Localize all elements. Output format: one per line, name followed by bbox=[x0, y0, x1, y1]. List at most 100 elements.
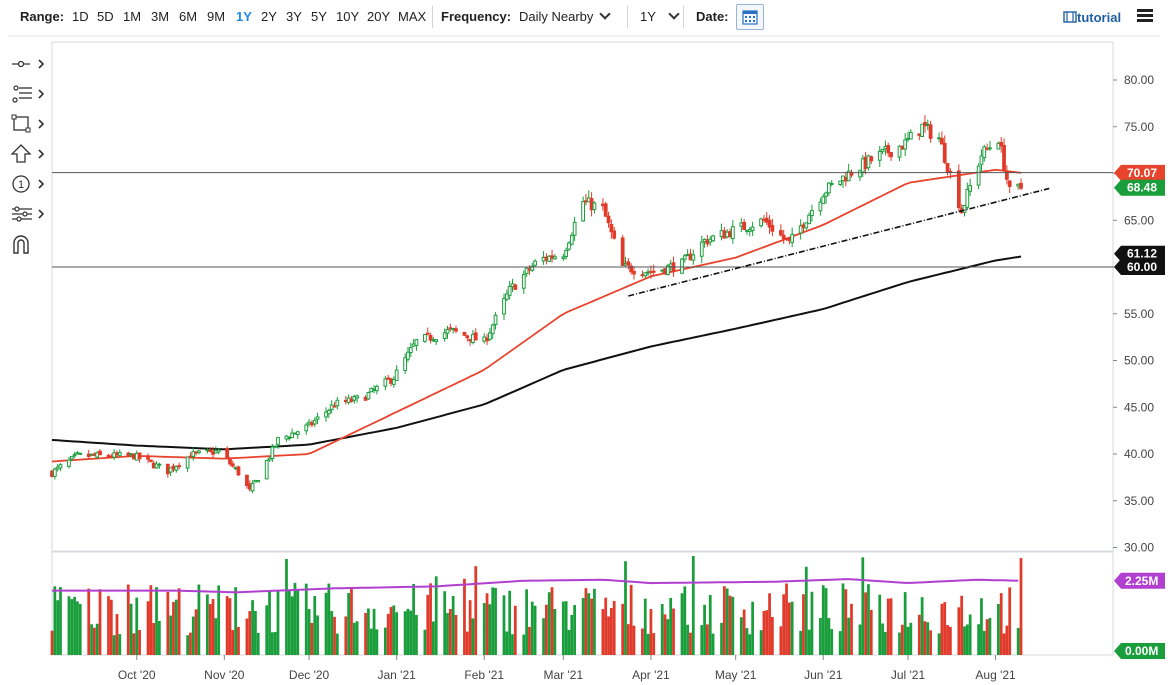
range-5d-button[interactable]: 5D bbox=[97, 9, 114, 24]
level-60-price-label: 60.00 bbox=[1114, 259, 1165, 275]
candle-body bbox=[225, 447, 230, 459]
date-picker-button[interactable] bbox=[736, 4, 764, 30]
date-label: Date: bbox=[696, 9, 729, 24]
volume-bar bbox=[940, 603, 944, 655]
volume-bar bbox=[310, 622, 314, 655]
range-3m-button[interactable]: 3M bbox=[151, 9, 170, 24]
range-1d-button[interactable]: 1D bbox=[72, 9, 89, 24]
volume-bar bbox=[669, 597, 673, 655]
range-10y-button[interactable]: 10Y bbox=[336, 9, 360, 24]
volume-bar bbox=[604, 597, 608, 655]
candle-body bbox=[609, 223, 614, 233]
volume-bar bbox=[443, 591, 447, 655]
volume-bar bbox=[985, 619, 989, 655]
volume-bar bbox=[237, 626, 240, 655]
hamburger-menu-icon[interactable] bbox=[1137, 9, 1153, 23]
toolbar-divider bbox=[432, 6, 433, 28]
volume-bar bbox=[706, 624, 709, 655]
frequency-label: Frequency: bbox=[441, 9, 512, 24]
range-9m-button[interactable]: 9M bbox=[207, 9, 226, 24]
range-3y-button[interactable]: 3Y bbox=[286, 9, 302, 24]
crosshair-tool-button[interactable] bbox=[10, 52, 50, 76]
toolbar: Range: 1D 5D 1M 3M 6M 9M 1Y 2Y 3Y 5Y 10Y… bbox=[0, 0, 1168, 34]
volume-bar bbox=[56, 600, 60, 655]
volume-bar bbox=[739, 617, 743, 655]
volume-bar bbox=[963, 626, 966, 655]
volume-bar bbox=[759, 630, 763, 655]
volume-bar bbox=[254, 611, 257, 655]
volume-bar bbox=[367, 608, 370, 655]
volume-bar bbox=[948, 626, 952, 655]
volume-bar bbox=[567, 629, 571, 655]
candle-body bbox=[191, 451, 196, 457]
candle-body bbox=[880, 148, 885, 152]
candle-body bbox=[790, 233, 795, 243]
candle-body bbox=[897, 145, 902, 158]
volume-bar bbox=[383, 627, 387, 655]
candle-body bbox=[827, 182, 831, 194]
x-tick-label: Jan '21 bbox=[377, 668, 416, 682]
y-tick-label: 40.00 bbox=[1124, 447, 1154, 461]
volume-bar bbox=[691, 556, 695, 655]
volume-bar bbox=[78, 604, 82, 655]
volume-ma-label: 2.25M bbox=[1114, 572, 1165, 589]
y-tick-label: 35.00 bbox=[1124, 494, 1154, 508]
range-2y-button[interactable]: 2Y bbox=[261, 9, 277, 24]
volume-bar bbox=[861, 557, 865, 655]
range-max-button[interactable]: MAX bbox=[398, 9, 427, 24]
volume-bar bbox=[609, 608, 613, 655]
tutorial-label: tutorial bbox=[1077, 10, 1122, 25]
range-1m-button[interactable]: 1M bbox=[123, 9, 142, 24]
fibonacci-tool-button[interactable] bbox=[10, 82, 50, 106]
candle-body bbox=[391, 379, 396, 385]
candle-body bbox=[493, 314, 498, 325]
counter-tool-button[interactable]: 1 bbox=[10, 172, 50, 196]
range-6m-button[interactable]: 6M bbox=[179, 9, 198, 24]
volume-bar bbox=[434, 576, 438, 655]
volume-bar bbox=[686, 624, 690, 655]
volume-bar bbox=[725, 588, 729, 655]
volume-bar bbox=[903, 592, 907, 655]
volume-bar bbox=[118, 634, 122, 655]
candle-body bbox=[148, 459, 153, 462]
candle-body bbox=[335, 399, 340, 407]
moving-average-50-line bbox=[51, 168, 1022, 463]
arrow-tool-button[interactable] bbox=[10, 142, 50, 166]
volume-bar bbox=[273, 631, 277, 655]
magnet-tool-button[interactable] bbox=[10, 232, 50, 256]
period-select[interactable]: 1Y bbox=[640, 8, 680, 25]
volume-bar bbox=[762, 610, 766, 655]
tutorial-link[interactable]: tutorial bbox=[1063, 10, 1121, 25]
x-tick-label: Mar '21 bbox=[544, 668, 584, 682]
toolbar-divider bbox=[683, 6, 684, 28]
volume-bar bbox=[584, 588, 588, 655]
candle-body bbox=[770, 224, 775, 232]
rectangle-tool-button[interactable] bbox=[10, 112, 50, 136]
volume-bar bbox=[191, 616, 195, 655]
measure-tool-button[interactable] bbox=[10, 202, 50, 226]
volume-bar bbox=[884, 631, 887, 655]
volume-bar bbox=[878, 594, 882, 655]
volume-bar bbox=[395, 612, 399, 655]
candle-body bbox=[699, 241, 704, 257]
volume-bar bbox=[768, 593, 771, 655]
range-1y-button[interactable]: 1Y bbox=[236, 9, 252, 24]
range-5y-button[interactable]: 5Y bbox=[311, 9, 327, 24]
volume-bar bbox=[1008, 587, 1012, 655]
volume-bar bbox=[590, 598, 593, 655]
range-20y-button[interactable]: 20Y bbox=[367, 9, 391, 24]
volume-bar bbox=[807, 629, 811, 655]
candle-body bbox=[78, 452, 83, 455]
candle-body bbox=[273, 445, 278, 448]
candle-body bbox=[383, 378, 388, 387]
candle-body bbox=[886, 145, 891, 154]
volume-bar bbox=[392, 605, 396, 655]
candle-body bbox=[988, 147, 992, 150]
volume-bar bbox=[573, 605, 577, 655]
frequency-select[interactable]: Daily Nearby bbox=[519, 8, 612, 25]
volume-bar bbox=[838, 631, 842, 655]
volume-bar bbox=[208, 603, 212, 655]
y-tick-label: 80.00 bbox=[1124, 73, 1154, 87]
volume-bar bbox=[112, 635, 116, 655]
